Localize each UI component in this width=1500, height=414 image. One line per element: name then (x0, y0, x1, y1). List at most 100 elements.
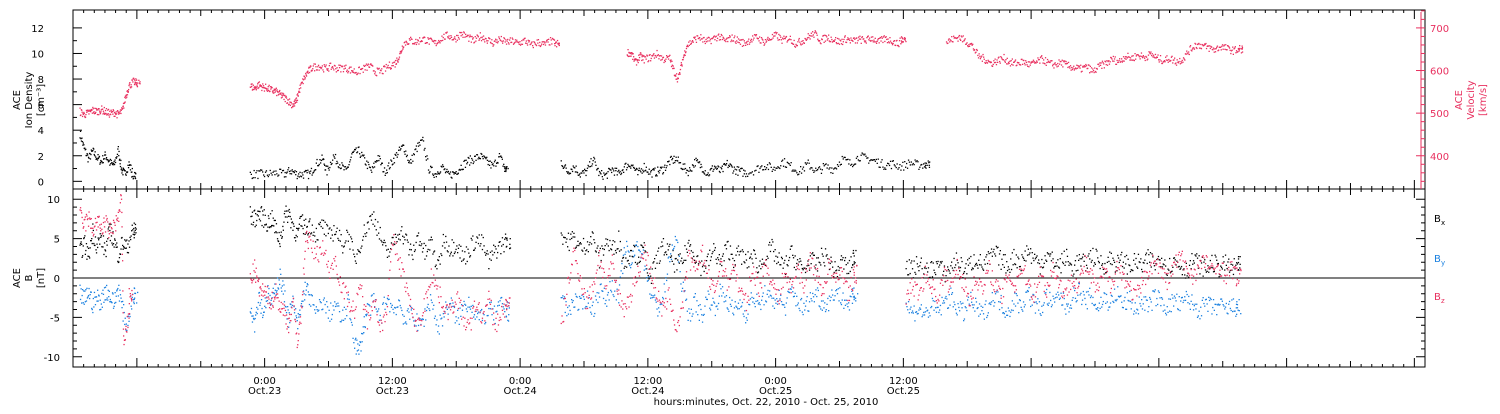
velocity-point (397, 60, 398, 61)
density-point (464, 160, 465, 161)
density-point (739, 171, 740, 172)
bx-point (320, 222, 321, 223)
bx-point (1120, 260, 1121, 261)
velocity-point (1186, 51, 1187, 52)
by-point (588, 303, 589, 304)
velocity-point (487, 40, 488, 41)
density-point (695, 158, 696, 159)
bx-point (995, 255, 996, 256)
bx-point (668, 246, 669, 247)
bx-point (1092, 248, 1093, 249)
velocity-point (825, 35, 826, 36)
bx-point (279, 243, 280, 244)
velocity-point (1224, 49, 1225, 50)
velocity-point (399, 57, 400, 58)
bx-point (723, 253, 724, 254)
velocity-point (826, 36, 827, 37)
bx-point (1134, 253, 1135, 254)
velocity-point (548, 39, 549, 40)
density-point (715, 166, 716, 167)
velocity-point (1206, 48, 1207, 49)
velocity-point (1224, 44, 1225, 45)
density-point (707, 174, 708, 175)
density-point (837, 164, 838, 165)
bx-point (910, 273, 911, 274)
density-point (388, 162, 389, 163)
velocity-point (1129, 59, 1130, 60)
velocity-point (280, 94, 281, 95)
density-point (761, 165, 762, 166)
bx-point (469, 256, 470, 257)
velocity-point (398, 61, 399, 62)
bx-point (487, 253, 488, 254)
bx-point (1239, 267, 1240, 268)
velocity-point (896, 40, 897, 41)
bx-point (287, 222, 288, 223)
velocity-point (1178, 61, 1179, 62)
bx-point (314, 235, 315, 236)
density-point (380, 158, 381, 159)
velocity-point (469, 36, 470, 37)
by-point (471, 312, 472, 313)
velocity-point (1026, 64, 1027, 65)
by-point (506, 316, 507, 317)
by-point (271, 300, 272, 301)
velocity-point (521, 40, 522, 41)
bx-point (1215, 256, 1216, 257)
velocity-point (683, 55, 684, 56)
bx-point (1203, 276, 1204, 277)
bx-point (1229, 272, 1230, 273)
bx-point (1148, 254, 1149, 255)
density-point (575, 171, 576, 172)
velocity-point (1018, 62, 1019, 63)
density-point (393, 158, 394, 159)
density-point (918, 169, 919, 170)
bx-point (466, 246, 467, 247)
bx-point (730, 245, 731, 246)
density-point (132, 168, 133, 169)
density-point (601, 170, 602, 171)
density-point (805, 162, 806, 163)
by-point (299, 310, 300, 311)
bx-point (1005, 272, 1006, 273)
by-point (259, 305, 260, 306)
velocity-point (551, 39, 552, 40)
density-point (683, 164, 684, 165)
bx-point (1051, 260, 1052, 261)
velocity-point (464, 37, 465, 38)
velocity-point (739, 42, 740, 43)
bx-point (289, 212, 290, 213)
bx-point (726, 248, 727, 249)
velocity-point (1166, 55, 1167, 56)
velocity-point (347, 72, 348, 73)
velocity-point (665, 61, 666, 62)
velocity-point (706, 41, 707, 42)
velocity-point (1215, 51, 1216, 52)
velocity-point (394, 62, 395, 63)
bx-point (1003, 254, 1004, 255)
velocity-point (719, 39, 720, 40)
velocity-point (436, 45, 437, 46)
velocity-point (100, 111, 101, 112)
bx-point (1145, 254, 1146, 255)
bx-point (1151, 253, 1152, 254)
by-point (122, 301, 123, 302)
density-point (618, 170, 619, 171)
density-point (303, 178, 304, 179)
density-point (742, 176, 743, 177)
velocity-point (274, 92, 275, 93)
velocity-point (830, 41, 831, 42)
velocity-point (523, 39, 524, 40)
bx-point (424, 243, 425, 244)
velocity-point (1192, 48, 1193, 49)
bx-point (350, 236, 351, 237)
density-point (95, 151, 96, 152)
by-point (598, 292, 599, 293)
bx-point (1219, 276, 1220, 277)
density-point (90, 158, 91, 159)
density-point (102, 155, 103, 156)
velocity-point (947, 43, 948, 44)
velocity-point (764, 43, 765, 44)
bx-point (480, 243, 481, 244)
velocity-point (419, 37, 420, 38)
